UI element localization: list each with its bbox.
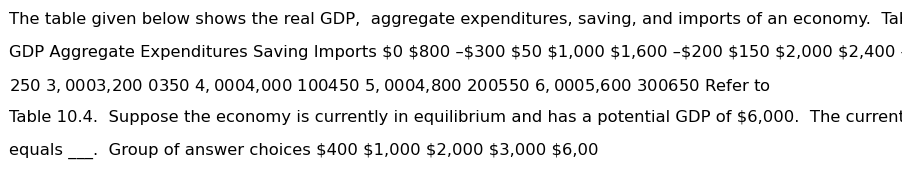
Text: GDP Aggregate Expenditures Saving Imports $0 $800 –$300 $50 $1,000 $1,600 –$200 : GDP Aggregate Expenditures Saving Import… <box>9 45 902 60</box>
Text: 250 $3,000 $3,200 $0 $350 $4,000 $4,000 $100 $450 $5,000 $4,800 $200 $550 $6,000: 250 $3,000 $3,200 $0 $350 $4,000 $4,000 … <box>9 77 771 95</box>
Text: The table given below shows the real GDP,  aggregate expenditures, saving, and i: The table given below shows the real GDP… <box>9 12 902 27</box>
Text: Table 10.4.  Suppose the economy is currently in equilibrium and has a potential: Table 10.4. Suppose the economy is curre… <box>9 110 902 125</box>
Text: equals ___.  Group of answer choices $400 $1,000 $2,000 $3,000 $6,00: equals ___. Group of answer choices $400… <box>9 143 599 159</box>
